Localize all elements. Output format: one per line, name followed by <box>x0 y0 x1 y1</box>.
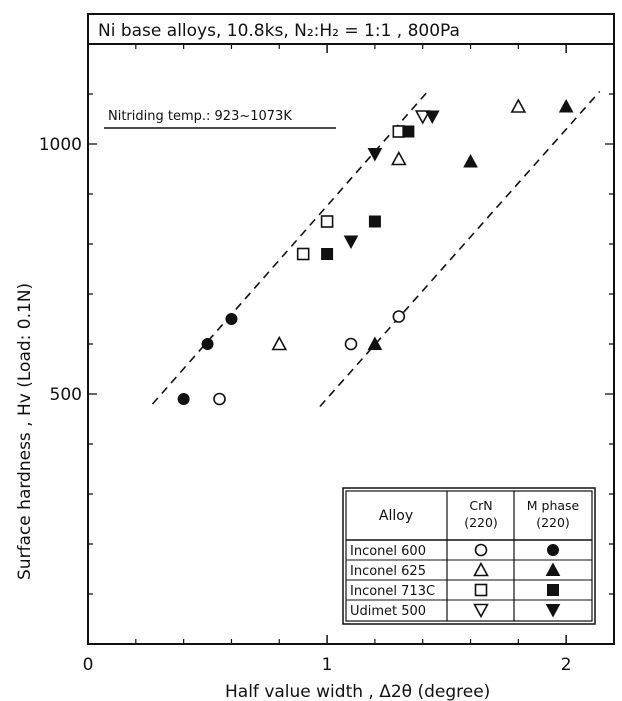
data-point <box>343 235 359 250</box>
legend-content: Alloy CrN (220) M phase (220) Inconel 600 Inco… <box>350 498 580 619</box>
data-point <box>296 247 310 261</box>
y-tick-label: 500 <box>50 385 82 405</box>
legend-m-phase-marker <box>547 544 559 556</box>
legend-crn-marker <box>473 603 489 619</box>
data-point <box>368 215 381 228</box>
legend: Alloy CrN (220) M phase (220) Inconel 600 Inco… <box>342 487 596 625</box>
data-point <box>320 215 334 228</box>
data-point <box>201 338 214 350</box>
legend-crn-marker <box>474 583 488 597</box>
legend-header: M phase <box>527 498 580 513</box>
data-point <box>177 393 190 405</box>
legend-header: (220) <box>464 515 498 530</box>
x-tick-label: 0 <box>83 655 94 675</box>
annotation-text: Nitriding temp.: 923~1073K <box>108 109 292 124</box>
legend-header: CrN <box>469 498 492 513</box>
data-points <box>177 98 574 406</box>
legend-alloy-name: Udimet 500 <box>350 604 426 619</box>
x-tick-label: 2 <box>561 655 572 675</box>
data-point <box>271 335 288 351</box>
trend-lines <box>151 88 601 408</box>
legend-alloy-name: Inconel 600 <box>350 544 426 559</box>
data-point <box>225 313 238 325</box>
data-point <box>367 336 383 350</box>
y-axis-label: Surface hardness , Hv (Load: 0.1N) <box>15 283 35 580</box>
ticks-layer: 0 1 2 500 1000 <box>39 44 615 675</box>
legend-m-phase-marker <box>547 584 559 596</box>
x-axis-label: Half value width , Δ2θ (degree) <box>225 682 490 701</box>
data-point <box>344 337 358 351</box>
chart-title: Ni base alloys, 10.8ks, N₂:H₂ = 1:1 , 80… <box>98 21 460 41</box>
data-point <box>463 153 478 168</box>
legend-header: Alloy <box>379 508 413 524</box>
data-point <box>367 148 383 162</box>
legend-crn-marker <box>473 561 489 577</box>
data-point <box>510 98 527 113</box>
y-tick-label: 1000 <box>39 135 82 155</box>
legend-m-phase-marker <box>545 604 561 618</box>
data-point <box>392 310 406 323</box>
data-point <box>414 110 431 125</box>
legend-alloy-name: Inconel 625 <box>350 564 426 579</box>
legend-alloy-name: Inconel 713C <box>350 584 435 599</box>
dashed-trend-line <box>319 90 601 408</box>
data-point <box>213 392 226 406</box>
data-point <box>424 110 440 125</box>
legend-header: (220) <box>536 515 570 530</box>
legend-crn-marker <box>474 543 488 557</box>
dashed-trend-line <box>151 88 431 405</box>
data-point <box>321 248 334 260</box>
legend-inner-frame <box>345 490 593 622</box>
data-point <box>558 98 574 113</box>
x-tick-label: 1 <box>322 655 333 675</box>
legend-m-phase-marker <box>545 562 561 576</box>
data-point <box>390 150 407 166</box>
data-point <box>402 125 415 138</box>
